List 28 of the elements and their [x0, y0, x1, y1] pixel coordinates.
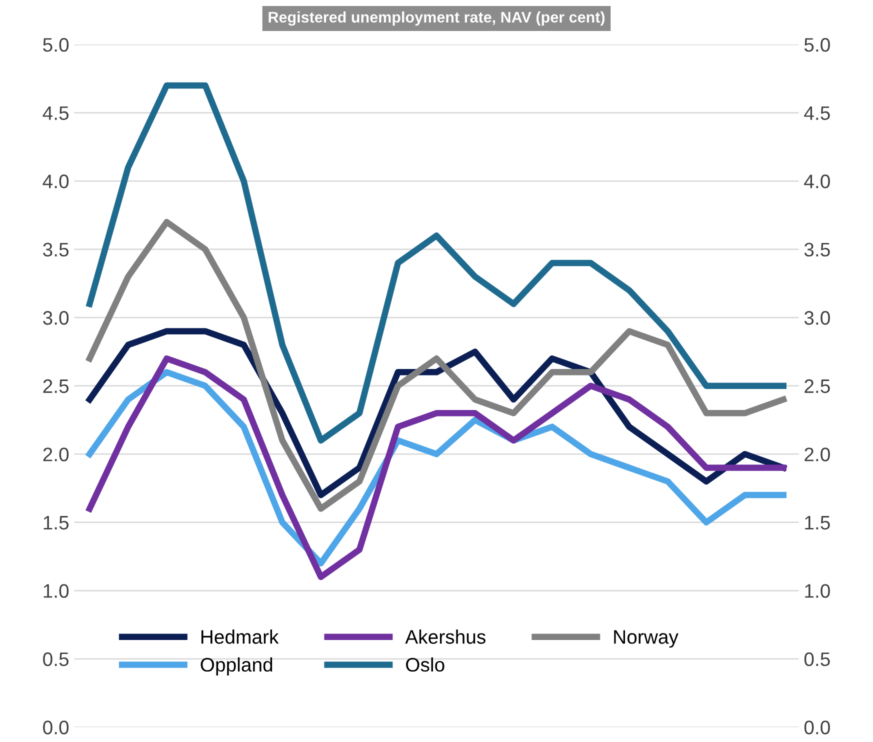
y2-tick-label: 1.5	[805, 516, 830, 530]
y2-tick-label: 0.0	[804, 720, 830, 734]
y-tick-label: 0.5	[43, 652, 69, 666]
y2-tick-label: 1.0	[805, 584, 830, 598]
legend-label: Hedmark	[201, 630, 279, 644]
y-tick-label: 0.0	[43, 720, 69, 734]
y-tick-label: 2.5	[43, 379, 69, 394]
y-tick-label: 3.5	[43, 242, 69, 257]
y-tick-label: 5.0	[43, 38, 69, 52]
y2-tick-label: 5.0	[804, 38, 830, 52]
y-tick-label: 2.0	[43, 448, 69, 462]
y-tick-label: 4.0	[42, 174, 69, 188]
legend-label: Oslo	[406, 657, 444, 672]
y-tick-label: 4.5	[42, 106, 69, 120]
y-tick-label: 1.0	[44, 584, 69, 598]
chart-title: Registered unemployment rate, NAV (per cent)	[268, 11, 605, 26]
y-tick-label: 1.5	[44, 516, 69, 530]
y2-tick-label: 3.0	[804, 311, 830, 325]
y2-tick-label: 2.5	[804, 379, 830, 394]
legend-label: Norway	[614, 630, 678, 648]
y2-tick-label: 2.0	[804, 448, 830, 462]
y2-tick-label: 4.5	[804, 106, 830, 120]
y2-tick-label: 3.5	[804, 242, 830, 257]
legend-label: Akershus	[405, 630, 486, 644]
y-tick-label: 3.0	[43, 311, 69, 325]
y2-tick-label: 0.5	[804, 652, 830, 666]
y2-tick-label: 4.0	[804, 174, 830, 188]
legend-label: Oppland	[200, 657, 272, 676]
